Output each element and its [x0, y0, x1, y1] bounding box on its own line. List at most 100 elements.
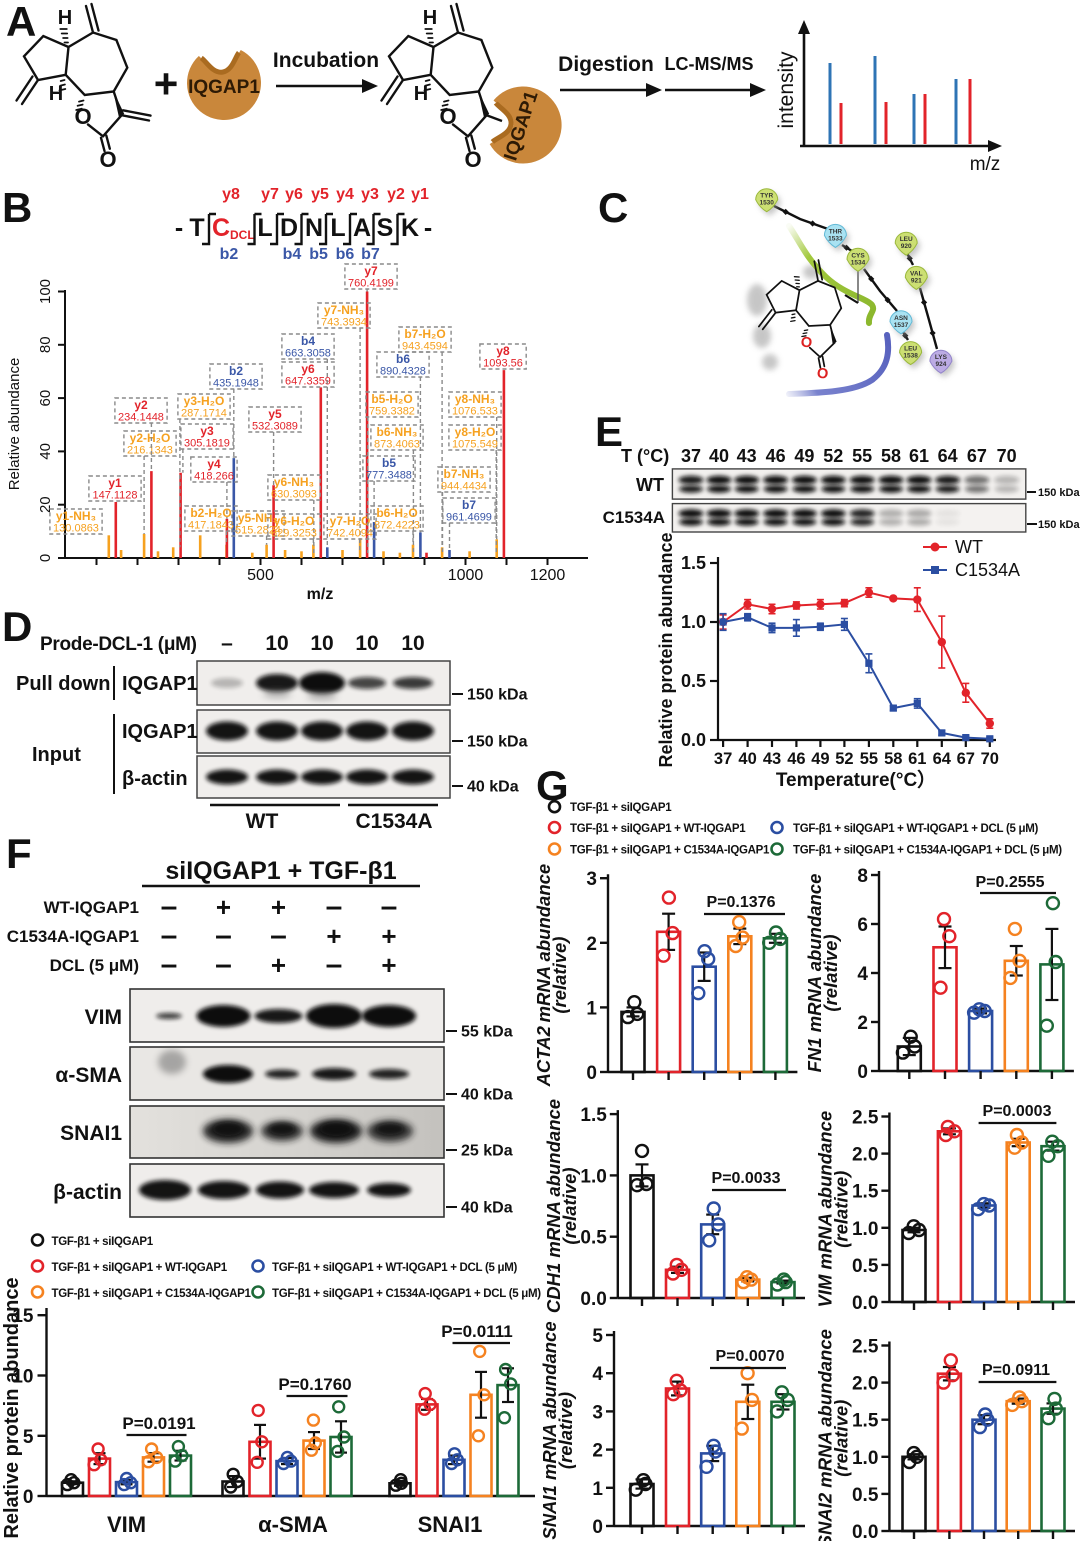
svg-text:P=0.0191: P=0.0191 [122, 1414, 195, 1433]
svg-text:C1534A: C1534A [603, 508, 665, 527]
svg-text:1533: 1533 [828, 235, 843, 242]
svg-text:L: L [257, 214, 272, 242]
svg-text:1075.549: 1075.549 [452, 439, 498, 451]
svg-text:1.5: 1.5 [681, 553, 706, 573]
svg-text:P=0.0033: P=0.0033 [712, 1170, 781, 1187]
svg-text:(relative): (relative) [830, 1400, 851, 1477]
svg-text:TGF-β1 + siIQGAP1 + WT-IQGAP1: TGF-β1 + siIQGAP1 + WT-IQGAP1 [570, 823, 746, 835]
svg-text:944.4434: 944.4434 [441, 481, 487, 493]
svg-text:40 kDa: 40 kDa [461, 1200, 513, 1217]
svg-text:K: K [401, 214, 419, 242]
svg-text:E: E [595, 408, 623, 455]
svg-text:b7: b7 [361, 246, 380, 263]
svg-text:b2: b2 [220, 246, 239, 263]
svg-text:P=0.0003: P=0.0003 [983, 1103, 1052, 1120]
svg-text:1.0: 1.0 [852, 1448, 878, 1469]
svg-text:–: – [215, 919, 232, 952]
svg-text:1.0: 1.0 [681, 612, 706, 632]
svg-text:2.5: 2.5 [852, 1337, 879, 1358]
svg-text:55 kDa: 55 kDa [461, 1024, 513, 1041]
svg-text:y3: y3 [361, 186, 379, 203]
svg-text:10: 10 [12, 1367, 33, 1388]
svg-text:52: 52 [835, 750, 853, 768]
svg-text:67: 67 [967, 446, 987, 466]
svg-text:0.5: 0.5 [852, 1256, 879, 1277]
svg-text:777.3488: 777.3488 [366, 470, 412, 482]
svg-text:873.4063: 873.4063 [374, 439, 420, 451]
svg-text:630.3093: 630.3093 [271, 489, 317, 501]
svg-text:b5: b5 [382, 456, 396, 470]
svg-text:–: – [221, 632, 233, 655]
svg-text:46: 46 [766, 446, 786, 466]
svg-text:743.3934: 743.3934 [321, 317, 367, 329]
svg-text:b6-H₂O: b6-H₂O [376, 506, 417, 520]
svg-text:b6: b6 [396, 352, 410, 366]
svg-text:1530: 1530 [759, 200, 774, 207]
svg-text:y1: y1 [108, 476, 122, 490]
svg-text:150 kDa: 150 kDa [467, 687, 528, 704]
svg-text:629.3253: 629.3253 [271, 528, 317, 540]
svg-text:VAL: VAL [910, 270, 923, 277]
svg-text:1200: 1200 [530, 567, 566, 584]
svg-text:y7-NH₃: y7-NH₃ [324, 303, 364, 317]
svg-text:B: B [2, 184, 32, 231]
svg-text:b7-H₂O: b7-H₂O [404, 327, 445, 341]
svg-text:6: 6 [857, 915, 868, 936]
svg-text:3: 3 [586, 869, 597, 890]
svg-text:61: 61 [909, 446, 929, 466]
svg-text:y4: y4 [207, 457, 221, 471]
svg-text:THR: THR [829, 228, 843, 235]
svg-text:IQGAP1: IQGAP1 [122, 673, 198, 695]
svg-text:P=0.0911: P=0.0911 [982, 1362, 1050, 1379]
svg-text:0.5: 0.5 [852, 1485, 879, 1506]
svg-text:150 kDa: 150 kDa [1038, 519, 1080, 531]
svg-text:TGF-β1 + siIQGAP1: TGF-β1 + siIQGAP1 [570, 802, 672, 814]
svg-text:216.1343: 216.1343 [127, 445, 173, 457]
svg-text:VIM mRNA abundance: VIM mRNA abundance [814, 1111, 835, 1308]
svg-text:2: 2 [592, 1441, 603, 1462]
svg-text:1.5: 1.5 [852, 1182, 879, 1203]
svg-text:40: 40 [37, 443, 54, 460]
svg-text:55: 55 [852, 446, 872, 466]
svg-text:+: + [271, 950, 286, 980]
svg-text:LEU: LEU [904, 346, 917, 353]
svg-text:TGF-β1 + siIQGAP1 + WT-IQGAP1: TGF-β1 + siIQGAP1 + WT-IQGAP1 + DCL (5 μ… [272, 1262, 517, 1274]
svg-text:y4: y4 [336, 186, 354, 203]
svg-text:VIM: VIM [107, 1512, 146, 1537]
svg-text:–: – [326, 948, 343, 981]
svg-text:P=0.1376: P=0.1376 [707, 894, 776, 911]
svg-text:A: A [353, 214, 371, 242]
svg-text:–: – [215, 948, 232, 981]
svg-text:15: 15 [12, 1306, 34, 1327]
svg-text:130.0863: 130.0863 [53, 523, 99, 535]
svg-text:-: - [424, 214, 432, 242]
svg-text:943.4594: 943.4594 [402, 341, 448, 353]
svg-text:m/z: m/z [970, 154, 1001, 175]
svg-text:64: 64 [933, 750, 952, 768]
svg-text:Pull down: Pull down [16, 673, 110, 695]
svg-text:Relative protein abundance: Relative protein abundance [1, 1277, 23, 1538]
svg-text:46: 46 [787, 750, 805, 768]
svg-text:532.3089: 532.3089 [252, 421, 298, 433]
svg-text:TGF-β1 + siIQGAP1 + C1534A-IQG: TGF-β1 + siIQGAP1 + C1534A-IQGAP1 + DCL … [272, 1288, 541, 1300]
svg-text:C1534A: C1534A [355, 810, 432, 833]
svg-text:759.3382: 759.3382 [369, 406, 415, 418]
svg-text:β-actin: β-actin [122, 768, 188, 790]
svg-text:1537: 1537 [894, 322, 909, 329]
svg-text:40 kDa: 40 kDa [467, 779, 519, 796]
svg-text:1: 1 [586, 998, 597, 1019]
svg-text:1534: 1534 [851, 259, 866, 266]
svg-text:b4: b4 [301, 334, 315, 348]
svg-text:924: 924 [935, 361, 946, 368]
svg-text:y2-H₂O: y2-H₂O [130, 431, 171, 445]
svg-text:1: 1 [592, 1479, 603, 1500]
svg-text:–: – [381, 890, 398, 923]
svg-text:961.4699: 961.4699 [446, 512, 492, 524]
svg-text:Temperature(°C）: Temperature(°C） [776, 768, 936, 791]
svg-text:TGF-β1 + siIQGAP1 + C1534A-IQG: TGF-β1 + siIQGAP1 + C1534A-IQGAP1 [570, 845, 770, 857]
svg-text:58: 58 [884, 750, 902, 768]
svg-text:663.3058: 663.3058 [285, 348, 331, 360]
svg-text:ACTA2 mRNA abundance: ACTA2 mRNA abundance [533, 864, 554, 1088]
svg-text:P=0.0111: P=0.0111 [441, 1322, 512, 1341]
svg-text:P=0.0070: P=0.0070 [716, 1348, 785, 1365]
